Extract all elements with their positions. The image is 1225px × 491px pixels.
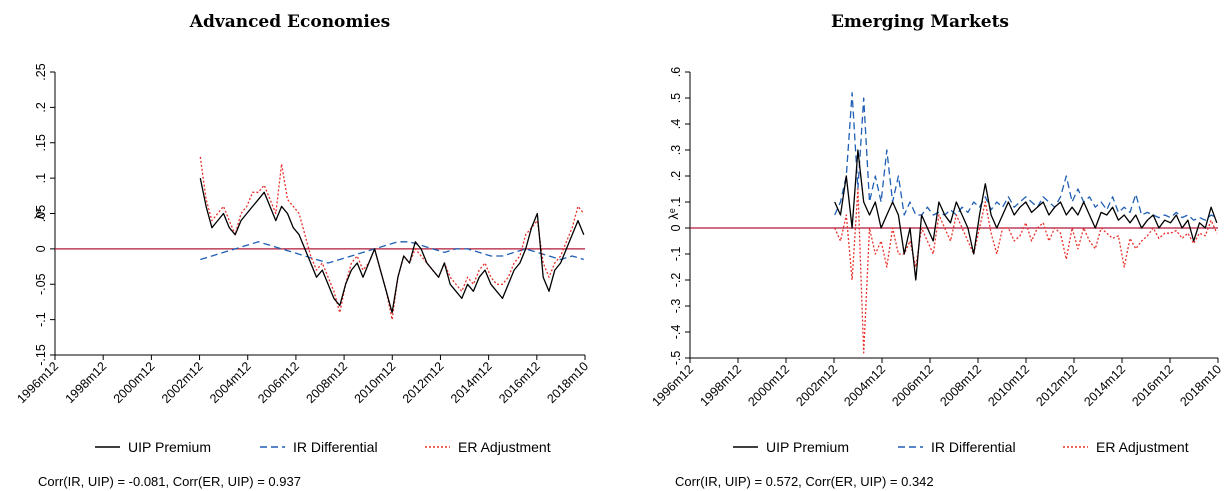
y-tick-label: .4 [669,119,683,129]
y-tick-label: -.1 [34,312,48,327]
y-tick-label: .1 [34,173,48,183]
y-axis-label: λᵉ [32,208,47,220]
correlation-note: Corr(IR, UIP) = 0.572, Corr(ER, UIP) = 0… [675,474,934,489]
y-tick-label: -.1 [669,247,683,262]
series-line-er-adjustment [199,156,585,321]
series-line-ir-differential [200,241,584,264]
panel-emerging-markets: Emerging Markets λᵉ -.5 -.4 -.3 -.2 -.1 0 .1 .2… [649,12,1224,489]
y-tick-label: -.4 [669,325,683,340]
y-tick-label: -.5 [669,351,683,366]
panel-advanced-economies: Advanced Economies λᵉ -.15 -.1 -.05 0 .05 .1.… [14,12,591,489]
legend-label: ER Adjustment [1096,439,1189,455]
y-tick-label: -.05 [34,273,48,295]
x-tick-label: 2000m12 [111,359,158,406]
y-tick-label: .15 [34,134,48,151]
x-tick-label: 2018m10 [544,359,591,406]
y-tick-label: .2 [669,171,683,181]
correlation-note: Corr(IR, UIP) = -0.081, Corr(ER, UIP) = … [38,474,301,489]
x-tick-label: 2012m12 [400,359,447,406]
x-tick-label: 2016m12 [496,359,543,406]
x-tick-label: 2014m12 [448,359,495,406]
y-tick-label: -.2 [669,273,683,288]
y-tick-label: 0 [34,245,48,252]
x-tick-label: 1998m12 [63,359,110,406]
plot-area: -.5 -.4 -.3 -.2 -.1 0 .1 .2 .3 .4 .5 .6 1996m12 1998m… [649,67,1224,409]
series-line-uip-premium [834,149,1218,281]
x-tick-label: 2016m12 [1129,362,1176,409]
y-axis-label: λᵉ [666,208,681,220]
y-tick-label: .25 [34,63,48,80]
y-tick-label: .1 [669,197,683,207]
x-tick-label: 2010m12 [985,362,1032,409]
series-line-uip-premium [199,177,585,314]
y-tick-label: .6 [669,67,683,77]
x-tick-label: 2004m12 [207,359,254,406]
x-tick-label: 2008m12 [303,359,350,406]
legend-label: UIP Premium [766,439,849,455]
x-tick-label: 2002m12 [159,359,206,406]
x-tick-label: 2002m12 [793,362,840,409]
x-tick-label: 2012m12 [1033,362,1080,409]
y-tick-label: -.15 [34,344,48,366]
legend: UIP Premium IR Differential ER Adjustment [95,439,551,455]
x-tick-label: 1998m12 [697,362,744,409]
y-tick-label: .2 [34,102,48,112]
legend-label: IR Differential [931,439,1016,455]
y-tick-label: .05 [34,205,48,222]
series-line-ir-differential [834,92,1218,221]
y-tick-label: .5 [669,93,683,103]
x-tick-label: 2010m12 [352,359,399,406]
x-tick-label: 1996m12 [649,362,696,409]
x-tick-label: 2014m12 [1081,362,1128,409]
series-line-er-adjustment [834,188,1218,354]
legend-label: ER Adjustment [458,439,551,455]
y-tick-label: -.3 [669,299,683,314]
legend-label: UIP Premium [128,439,211,455]
y-tick-label: .3 [669,145,683,155]
x-tick-label: 2006m12 [889,362,936,409]
chart-title: Advanced Economies [189,12,390,32]
x-tick-label: 2006m12 [255,359,302,406]
x-tick-label: 2000m12 [745,362,792,409]
legend-label: IR Differential [293,439,378,455]
x-tick-label: 2018m10 [1177,362,1224,409]
legend: UIP Premium IR Differential ER Adjustment [733,439,1189,455]
x-tick-label: 2008m12 [937,362,984,409]
chart-title: Emerging Markets [831,12,1009,32]
x-tick-label: 2004m12 [841,362,888,409]
y-tick-label: 0 [669,224,683,231]
